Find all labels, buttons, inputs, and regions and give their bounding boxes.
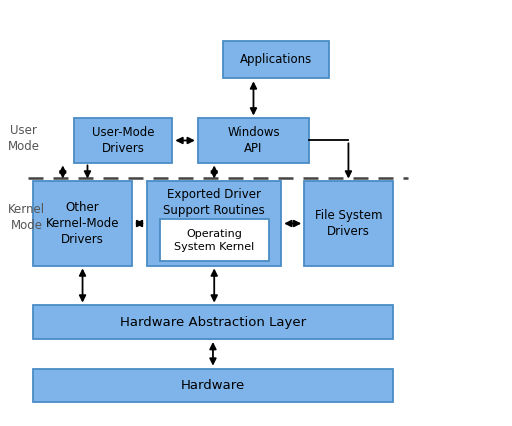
- FancyBboxPatch shape: [33, 181, 132, 265]
- Text: Windows
API: Windows API: [227, 126, 280, 155]
- FancyBboxPatch shape: [160, 219, 269, 262]
- Text: Exported Driver
Support Routines: Exported Driver Support Routines: [163, 188, 265, 217]
- Text: User-Mode
Drivers: User-Mode Drivers: [92, 126, 154, 155]
- Text: File System
Drivers: File System Drivers: [315, 209, 382, 238]
- FancyBboxPatch shape: [33, 368, 393, 402]
- FancyBboxPatch shape: [147, 181, 281, 265]
- FancyBboxPatch shape: [304, 181, 393, 265]
- Text: Kernel
Mode: Kernel Mode: [8, 203, 45, 232]
- Text: Operating
System Kernel: Operating System Kernel: [174, 229, 254, 251]
- FancyBboxPatch shape: [33, 305, 393, 339]
- Text: User
Mode: User Mode: [8, 124, 40, 153]
- FancyBboxPatch shape: [198, 118, 309, 163]
- FancyBboxPatch shape: [74, 118, 173, 163]
- Text: Other
Kernel-Mode
Drivers: Other Kernel-Mode Drivers: [46, 201, 119, 246]
- Text: Hardware Abstraction Layer: Hardware Abstraction Layer: [120, 316, 306, 329]
- Text: Hardware: Hardware: [181, 379, 245, 392]
- Text: Applications: Applications: [240, 53, 312, 66]
- FancyBboxPatch shape: [223, 40, 329, 78]
